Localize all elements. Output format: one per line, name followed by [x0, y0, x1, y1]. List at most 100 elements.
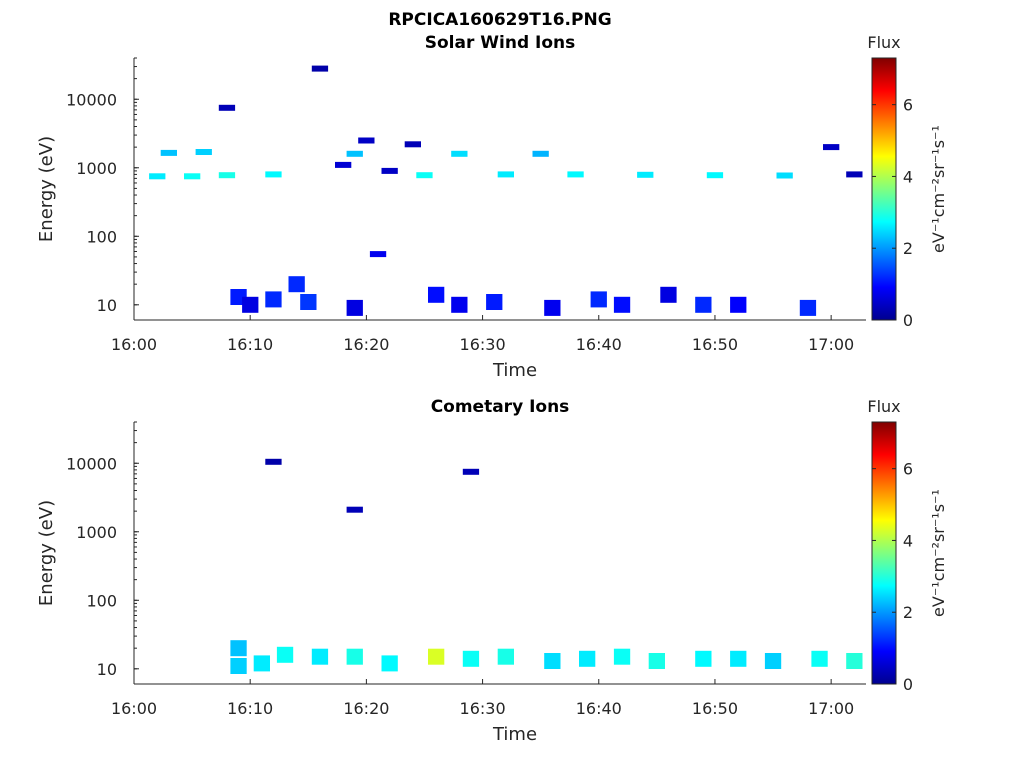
y-tick-label: 10: [97, 296, 117, 315]
data-cell: [184, 173, 201, 180]
data-cell: [265, 171, 282, 178]
data-cell: [288, 276, 305, 293]
x-tick-label: 16:50: [692, 699, 738, 718]
data-cell: [637, 171, 654, 178]
data-cell: [544, 653, 561, 669]
x-tick-label: 16:00: [111, 335, 157, 354]
data-cell: [462, 468, 480, 475]
y-axis-label: Energy (eV): [36, 136, 57, 242]
data-cell: [613, 296, 631, 313]
data-cell: [764, 653, 782, 669]
y-tick-label: 1000: [76, 159, 117, 178]
data-cell: [369, 251, 387, 258]
data-cell: [799, 299, 817, 316]
data-cell: [346, 150, 363, 157]
y-tick-label: 10000: [66, 454, 117, 473]
panels: 16:00 16:10 16:20 16:30 16:40 16:50 17:0010100…: [36, 33, 948, 745]
data-cell: [613, 648, 631, 665]
data-cell: [695, 650, 712, 667]
colorbar-tick-label: 6: [903, 460, 913, 479]
y-tick-label: 10000: [66, 90, 117, 109]
data-cell: [149, 173, 166, 180]
colorbar-tick-label: 4: [903, 167, 913, 186]
colorbar: 0 2 4 6 Flux eV⁻¹cm⁻²sr⁻¹s⁻¹: [867, 397, 948, 694]
data-cell: [265, 291, 282, 308]
x-tick-label: 16:30: [460, 699, 506, 718]
data-cell: [416, 172, 433, 179]
x-axis-label: Time: [492, 724, 537, 745]
data-cell: [230, 658, 247, 674]
data-cell: [358, 137, 375, 144]
data-cell: [346, 299, 363, 316]
data-cell: [311, 65, 329, 72]
data-cell: [428, 286, 445, 303]
x-tick-label: 16:30: [460, 335, 506, 354]
colorbar: 0 2 4 6 Flux eV⁻¹cm⁻²sr⁻¹s⁻¹: [867, 33, 948, 330]
panel-title: Cometary Ions: [431, 397, 570, 417]
colorbar-title: Flux: [867, 33, 900, 52]
data-cell: [497, 171, 514, 178]
x-tick-label: 16:20: [343, 699, 389, 718]
data-cell: [218, 104, 236, 111]
panel-title: Solar Wind Ions: [425, 33, 576, 53]
data-cell: [381, 167, 398, 174]
data-cell: [532, 150, 549, 157]
data-cell: [706, 172, 724, 179]
data-cell: [648, 653, 665, 669]
data-cell: [544, 299, 561, 316]
colorbar-tick-label: 0: [903, 675, 913, 694]
data-cell: [730, 650, 747, 667]
y-tick-label: 100: [86, 227, 117, 246]
data-cell: [451, 296, 468, 313]
colorbar-scale: [871, 57, 897, 321]
colorbar-tick-label: 0: [903, 311, 913, 330]
y-tick-label: 10: [97, 660, 117, 679]
y-axis-label: Energy (eV): [36, 500, 57, 606]
data-cell: [253, 655, 270, 672]
x-tick-label: 16:20: [343, 335, 389, 354]
plot-area: [134, 422, 866, 684]
data-cell: [311, 648, 329, 665]
data-cell: [335, 161, 352, 168]
data-cell: [195, 149, 212, 155]
data-cell: [846, 171, 863, 178]
data-cell: [428, 648, 445, 665]
data-cell: [776, 172, 793, 179]
colorbar-scale: [871, 421, 897, 685]
data-cell: [486, 294, 503, 310]
colorbar-label: eV⁻¹cm⁻²sr⁻¹s⁻¹: [929, 125, 948, 253]
colorbar-tick-label: 6: [903, 96, 913, 115]
data-cell: [590, 291, 607, 308]
data-cell: [811, 650, 828, 667]
data-cell: [451, 150, 468, 157]
panel-1: 16:00 16:10 16:20 16:30 16:40 16:50 17:00 10 100…: [36, 33, 948, 381]
figure-title: RPCICA160629T16.PNG: [388, 10, 611, 30]
colorbar-tick-label: 2: [903, 239, 913, 258]
colorbar-label: eV⁻¹cm⁻²sr⁻¹s⁻¹: [929, 489, 948, 617]
data-cell: [730, 296, 747, 313]
colorbar-title: Flux: [867, 397, 900, 416]
data-cell: [242, 296, 259, 313]
data-cell: [346, 648, 363, 665]
data-cell: [381, 655, 398, 672]
data-cell: [567, 171, 584, 178]
x-tick-label: 16:40: [576, 335, 622, 354]
x-axis-label: Time: [492, 360, 537, 381]
data-cell: [276, 646, 294, 663]
x-tick-label: 17:00: [808, 335, 854, 354]
data-cell: [695, 296, 712, 313]
y-tick-label: 1000: [76, 523, 117, 542]
x-tick-label: 16:10: [227, 699, 273, 718]
x-tick-label: 16:40: [576, 699, 622, 718]
data-cell: [579, 650, 596, 667]
plot-area: [134, 58, 866, 320]
data-cell: [300, 294, 317, 310]
colorbar-tick-label: 2: [903, 603, 913, 622]
x-tick-label: 16:00: [111, 699, 157, 718]
x-tick-label: 17:00: [808, 699, 854, 718]
data-cell: [660, 286, 677, 303]
data-cell: [846, 653, 863, 669]
data-cell: [265, 458, 282, 465]
data-cell: [462, 650, 480, 667]
